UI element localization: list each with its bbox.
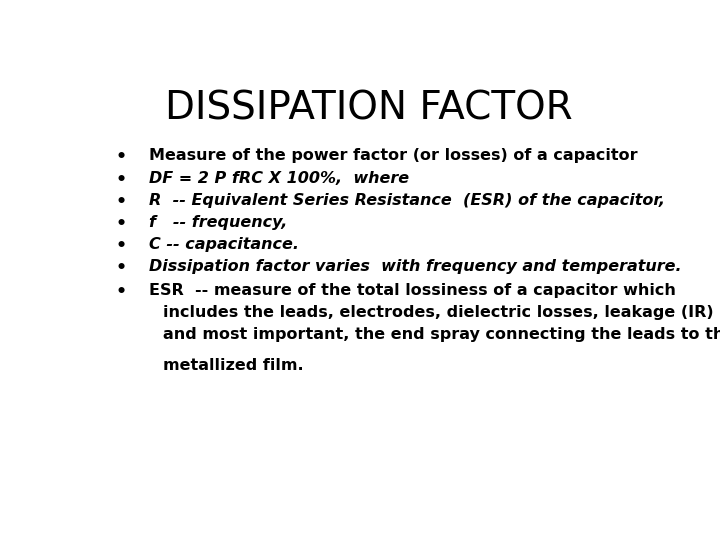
Text: R  -- Equivalent Series Resistance  (ESR) of the capacitor,: R -- Equivalent Series Resistance (ESR) … [148,193,665,208]
Text: ESR  -- measure of the total lossiness of a capacitor which: ESR -- measure of the total lossiness of… [148,283,675,298]
Text: Measure of the power factor (or losses) of a capacitor: Measure of the power factor (or losses) … [148,148,637,163]
Text: •: • [115,215,126,233]
Text: includes the leads, electrodes, dielectric losses, leakage (IR): includes the leads, electrodes, dielectr… [163,305,714,320]
Text: f   -- frequency,: f -- frequency, [148,215,287,230]
Text: •: • [115,259,126,277]
Text: DISSIPATION FACTOR: DISSIPATION FACTOR [165,90,573,128]
Text: •: • [115,193,126,211]
Text: DF = 2 P fRC X 100%,  where: DF = 2 P fRC X 100%, where [148,171,409,186]
Text: metallized film.: metallized film. [163,358,303,373]
Text: Dissipation factor varies  with frequency and temperature.: Dissipation factor varies with frequency… [148,259,681,274]
Text: and most important, the end spray connecting the leads to the: and most important, the end spray connec… [163,327,720,342]
Text: •: • [115,237,126,255]
Text: C -- capacitance.: C -- capacitance. [148,237,299,252]
Text: •: • [115,148,126,166]
Text: •: • [115,171,126,189]
Text: •: • [115,283,126,301]
